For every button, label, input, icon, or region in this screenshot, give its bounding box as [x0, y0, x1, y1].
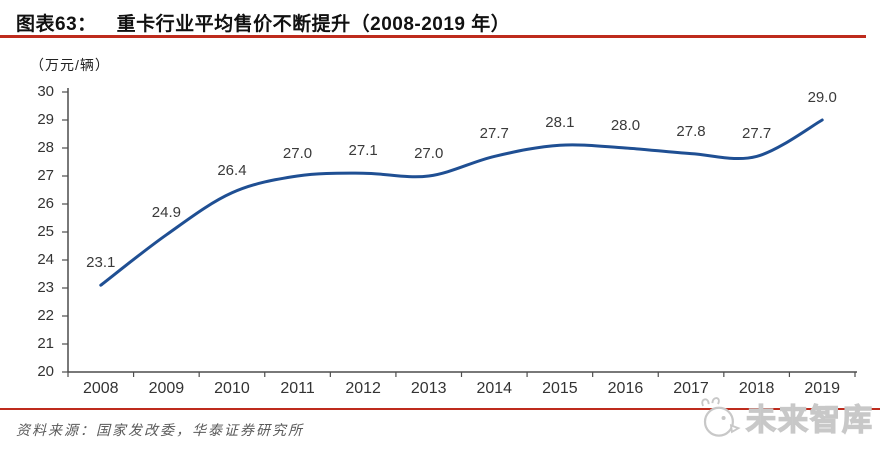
title-underline-rule	[0, 35, 866, 38]
figure-number-label: 图表63：	[16, 14, 97, 35]
trend-line	[99, 118, 824, 287]
brand-watermark: 未来智库	[692, 394, 874, 447]
y-axis-unit-label: （万元/辆）	[30, 57, 110, 73]
logo-wordmark: 未来智库	[745, 403, 874, 437]
chart-title-row: 图表63： 重卡行业平均售价不断提升（2008-2019 年）	[16, 9, 510, 36]
bird-logo-icon	[692, 394, 744, 447]
footer-rule	[0, 408, 880, 410]
source-note: 资料来源：国家发改委，华泰证券研究所	[16, 423, 304, 439]
page-title: 重卡行业平均售价不断提升（2008-2019 年）	[116, 14, 511, 35]
